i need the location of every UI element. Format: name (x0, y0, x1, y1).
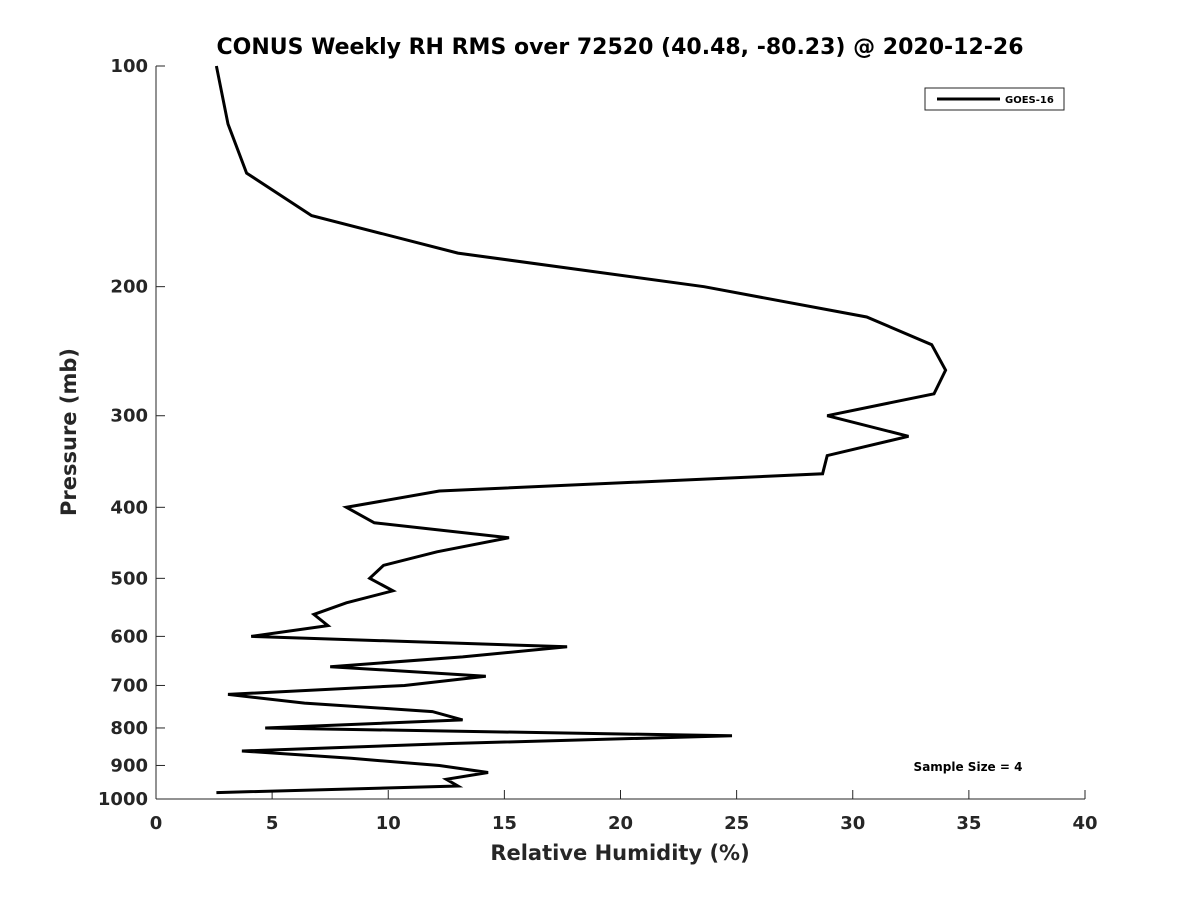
legend: GOES-16 (924, 87, 1065, 111)
legend-label-goes-16: GOES-16 (1005, 95, 1054, 106)
x-tick-label: 25 (724, 813, 749, 834)
x-tick-label: 35 (956, 813, 981, 834)
y-tick-label: 300 (110, 406, 148, 427)
x-tick-label: 0 (150, 813, 163, 834)
series-layer (214, 65, 948, 795)
series-line-goes-16 (214, 65, 948, 795)
y-axis-label: Pressure (mb) (57, 348, 81, 516)
y-tick-label: 500 (110, 568, 148, 589)
y-tick-label: 400 (110, 497, 148, 518)
y-tick-label: 1000 (98, 789, 148, 810)
x-tick-label: 10 (376, 813, 401, 834)
y-tick-label: 700 (110, 675, 148, 696)
x-tick-label: 30 (840, 813, 865, 834)
axes: 0 5 10 15 20 25 30 35 40 100 200 300 400 500 600 700 800… (98, 56, 1098, 834)
x-tick-label: 5 (266, 813, 279, 834)
x-axis-label: Relative Humidity (%) (490, 841, 749, 865)
x-tick-label: 15 (492, 813, 517, 834)
y-tick-label: 600 (110, 626, 148, 647)
x-tick-label: 20 (608, 813, 633, 834)
sample-size-annotation: Sample Size = 4 (914, 760, 1023, 774)
y-tick-label: 900 (110, 755, 148, 776)
y-tick-label: 100 (110, 56, 148, 77)
x-tick-label: 40 (1072, 813, 1097, 834)
y-tick-label: 800 (110, 718, 148, 739)
y-tick-label: 200 (110, 277, 148, 298)
chart-title: CONUS Weekly RH RMS over 72520 (40.48, -… (216, 35, 1023, 60)
